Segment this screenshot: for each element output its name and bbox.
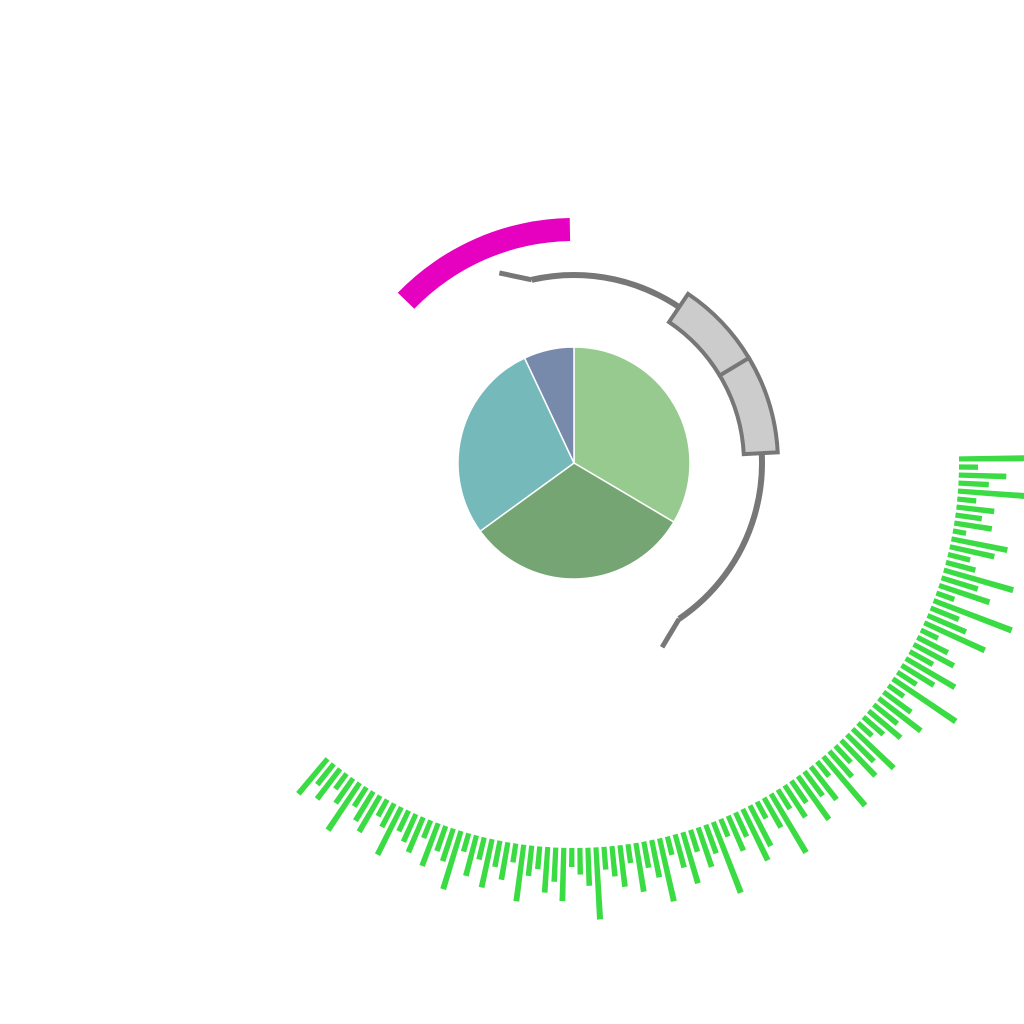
magenta-arc [398, 218, 570, 309]
green-bar [959, 472, 1007, 479]
green-bar [585, 848, 592, 886]
green-bar [601, 847, 608, 870]
green-bar [625, 844, 633, 864]
gray-box-2 [669, 294, 749, 376]
green-bar [641, 841, 651, 868]
green-bar [577, 848, 583, 875]
green-bar [957, 497, 976, 504]
green-bar [959, 464, 978, 469]
green-bar [609, 846, 617, 877]
bracket-end-tick-1 [499, 273, 531, 280]
green-bar [535, 846, 542, 869]
pie-chart [458, 347, 690, 579]
green-bar [551, 847, 558, 881]
green-bar [665, 836, 675, 856]
green-bar [492, 840, 502, 867]
green-bar [955, 513, 982, 522]
green-bar [958, 481, 989, 488]
green-bar [952, 528, 966, 535]
green-bar [461, 833, 471, 853]
green-bar [542, 847, 551, 893]
green-bar [956, 505, 994, 515]
bracket-end-tick-2 [662, 619, 679, 647]
green-bar [617, 845, 627, 887]
green-bar [593, 847, 603, 919]
magenta-arc-track [398, 218, 570, 309]
green-bar [526, 845, 535, 876]
green-bar [510, 843, 518, 863]
green-bar [569, 848, 574, 867]
green-bar [959, 455, 1024, 461]
green-bar [559, 848, 566, 901]
